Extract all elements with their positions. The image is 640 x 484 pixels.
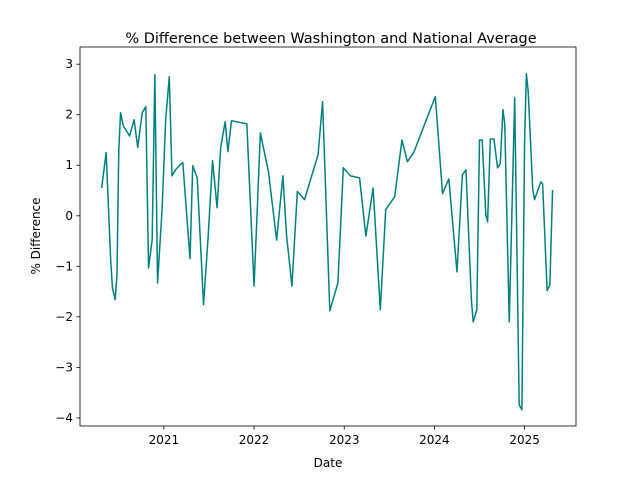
chart-title: % Difference between Washington and Nati… [125,31,536,47]
x-tick-label: 2021 [149,433,180,447]
y-tick-label: −2 [55,310,73,324]
x-axis-label: Date [314,456,343,470]
data-line [100,73,554,411]
x-tick-label: 2023 [329,433,360,447]
y-tick-label: −4 [55,411,73,425]
x-tick-label: 2022 [239,433,270,447]
y-tick-label: 2 [65,108,73,122]
x-tick-label: 2025 [509,433,540,447]
y-axis-label: % Difference [29,197,43,274]
x-tick-label: 2024 [419,433,450,447]
y-tick-label: 0 [65,209,73,223]
y-tick-label: −3 [55,360,73,374]
y-tick-label: 1 [65,158,73,172]
y-tick-label: −1 [55,259,73,273]
y-tick-label: 3 [65,57,73,71]
axes-frame [79,46,577,427]
